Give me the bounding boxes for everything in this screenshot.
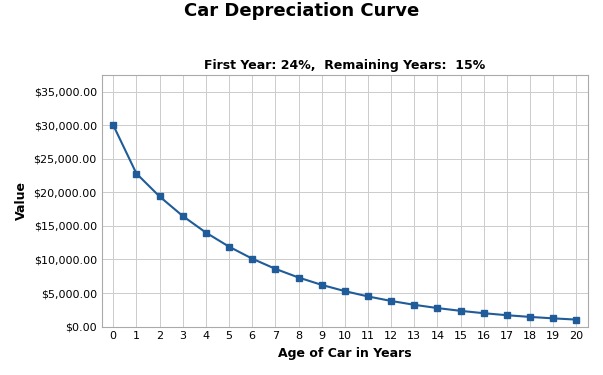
Title: First Year: 24%,  Remaining Years:  15%: First Year: 24%, Remaining Years: 15% (204, 59, 485, 72)
Y-axis label: Value: Value (15, 181, 28, 220)
X-axis label: Age of Car in Years: Age of Car in Years (278, 347, 412, 360)
Text: Car Depreciation Curve: Car Depreciation Curve (184, 2, 419, 20)
